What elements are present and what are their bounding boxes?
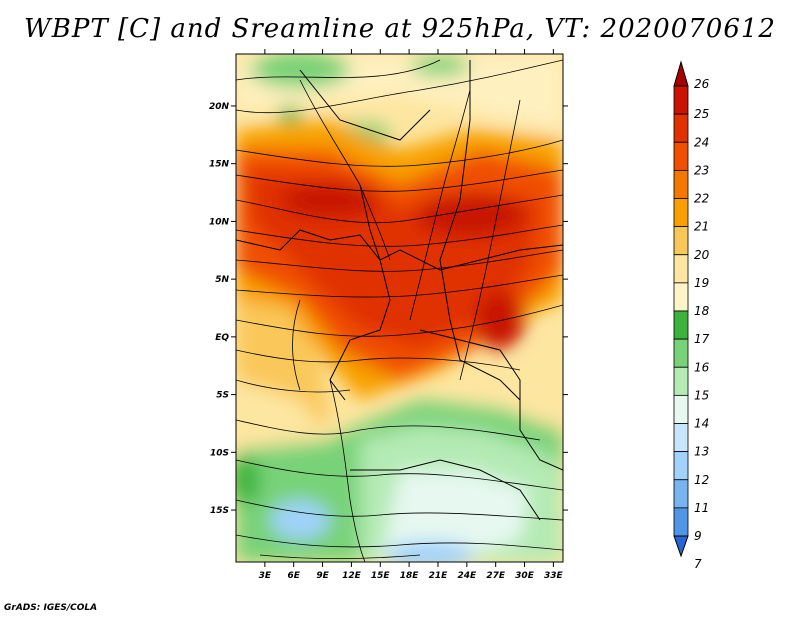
- colorbar-label: 21: [694, 220, 709, 234]
- colorbar-label: 22: [694, 192, 709, 206]
- streamlines: [236, 59, 563, 562]
- colorbar-swatch: [673, 254, 689, 284]
- latitude-axis: 20N 15N 10N 5N EQ 5S 10S 15S: [209, 102, 568, 516]
- shaded-field: [236, 54, 563, 562]
- colorbar-label: 19: [694, 276, 709, 290]
- colorbar-swatch: [673, 479, 689, 509]
- lon-tick-label: 9E: [316, 571, 329, 581]
- colorbar-swatch: [673, 169, 689, 199]
- lat-tick-label: 20N: [209, 102, 230, 112]
- colorbar-label: 7: [694, 557, 702, 571]
- colorbar-swatch: [673, 338, 689, 368]
- lat-tick-label: 15S: [210, 506, 229, 516]
- colorbar-swatch: [673, 85, 689, 115]
- credit-label: GrADS: IGES/COLA: [4, 603, 98, 613]
- lat-tick-label: EQ: [215, 333, 229, 343]
- lon-tick-label: 24E: [457, 571, 477, 581]
- colorbar-label: 24: [694, 135, 709, 149]
- lon-tick-label: 27E: [486, 571, 506, 581]
- lat-tick-label: 5S: [216, 391, 229, 401]
- plot-frame: [235, 53, 564, 563]
- colorbar-swatch: [673, 423, 689, 453]
- colorbar-swatch: [673, 310, 689, 340]
- colorbar-label: 15: [694, 388, 709, 402]
- colorbar-top-arrow: [673, 60, 689, 87]
- colorbar-bottom-arrow: [673, 535, 689, 558]
- country-borders: [236, 60, 563, 521]
- colorbar-swatch: [673, 113, 689, 143]
- colorbar-swatch: [673, 394, 689, 424]
- colorbar-swatch: [673, 198, 689, 228]
- lon-tick-label: 18E: [400, 571, 420, 581]
- lon-tick-label: 33E: [544, 571, 564, 581]
- colorbar-swatch: [673, 141, 689, 171]
- lon-tick-label: 6E: [287, 571, 300, 581]
- colorbar: 26 25 24 23 22 21 20 19 18 17 16 15 14 13 12 11 9 7: [673, 60, 710, 571]
- lon-tick-label: 30E: [515, 571, 535, 581]
- colorbar-swatch: [673, 226, 689, 256]
- colorbar-label: 9: [694, 529, 702, 543]
- colorbar-label: 12: [694, 473, 709, 487]
- lat-tick-label: 10N: [209, 217, 230, 227]
- map-title: WBPT [C] and Sreamline at 925hPa, VT: 20…: [24, 14, 776, 44]
- lat-tick-label: 5N: [215, 275, 229, 285]
- lon-tick-label: 12E: [342, 571, 362, 581]
- colorbar-label: 18: [694, 304, 710, 318]
- colorbar-swatch: [673, 451, 689, 481]
- colorbar-label: 16: [694, 360, 710, 374]
- lat-tick-label: 15N: [209, 160, 230, 170]
- lon-tick-label: 3E: [259, 571, 272, 581]
- colorbar-label: 14: [694, 417, 709, 431]
- lat-tick-label: 10S: [210, 448, 229, 458]
- longitude-axis: 3E 6E 9E 12E 15E 18E 21E 24E 27E 30E 33E: [259, 49, 564, 581]
- lon-tick-label: 15E: [371, 571, 391, 581]
- colorbar-label: 11: [694, 501, 709, 515]
- colorbar-label: 26: [694, 77, 710, 91]
- colorbar-swatch: [673, 282, 689, 312]
- colorbar-swatch: [673, 507, 689, 537]
- colorbar-label: 13: [694, 445, 709, 459]
- colorbar-label: 20: [694, 248, 710, 262]
- lon-tick-label: 21E: [429, 571, 449, 581]
- colorbar-label: 23: [694, 163, 709, 177]
- colorbar-label: 17: [694, 332, 710, 346]
- colorbar-label: 25: [694, 107, 709, 121]
- colorbar-swatch: [673, 366, 689, 396]
